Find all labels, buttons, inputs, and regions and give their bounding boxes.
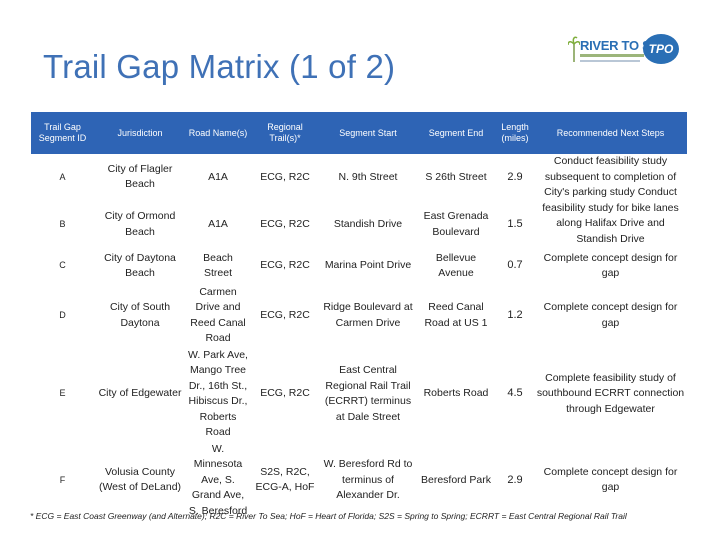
start-cell: Marina Point Drive xyxy=(320,248,416,285)
length-cell: 1.2 xyxy=(496,284,534,348)
logo-badge: TPO xyxy=(643,34,679,64)
trails-cell: ECG, R2C xyxy=(250,154,320,202)
road-cell: Carmen Drive and Reed Canal Road xyxy=(186,284,250,348)
table-row: C City of Daytona Beach Beach Street ECG… xyxy=(31,248,687,285)
length-cell: 2.9 xyxy=(496,154,534,202)
logo-tagline-bar xyxy=(580,60,640,62)
start-cell: N. 9th Street xyxy=(320,154,416,202)
length-cell: 4.5 xyxy=(496,347,534,442)
next-steps-cell: Complete concept design for gap xyxy=(534,441,687,520)
jurisdiction-cell: City of Ormond Beach xyxy=(94,201,186,249)
palm-tree-icon xyxy=(568,36,580,62)
start-cell: East Central Regional Rail Trail (ECRRT)… xyxy=(320,347,416,442)
road-cell: A1A xyxy=(186,201,250,249)
length-cell: 0.7 xyxy=(496,248,534,285)
table-row: A City of Flagler Beach A1A ECG, R2C N. … xyxy=(31,154,687,249)
length-cell: 2.9 xyxy=(496,441,534,520)
next-steps-cell: Complete feasibility study of southbound… xyxy=(534,347,687,442)
start-cell: W. Beresford Rd to terminus of Alexander… xyxy=(320,441,416,520)
header-segment-start: Segment Start xyxy=(320,112,416,154)
segment-id: D xyxy=(31,284,94,348)
end-cell: East Grenada Boulevard xyxy=(416,201,496,249)
header-segment-id: Trail Gap Segment ID xyxy=(31,112,94,154)
segment-id: F xyxy=(31,441,94,520)
table-row: F Volusia County (West of DeLand) W. Min… xyxy=(31,441,687,520)
segment-id: A xyxy=(31,154,94,202)
next-steps-cell: Complete concept design for gap xyxy=(534,248,687,285)
header-jurisdiction: Jurisdiction xyxy=(94,112,186,154)
end-cell: Bellevue Avenue xyxy=(416,248,496,285)
road-cell: W. Minnesota Ave, S. Grand Ave, S. Beres… xyxy=(186,441,250,520)
header-next-steps: Recommended Next Steps xyxy=(534,112,687,154)
page-title: Trail Gap Matrix (1 of 2) xyxy=(43,48,396,85)
jurisdiction-cell: City of Edgewater xyxy=(94,347,186,442)
river-to-sea-tpo-logo: RIVER TO SEA TPO xyxy=(566,34,686,78)
road-cell: A1A xyxy=(186,154,250,202)
jurisdiction-cell: City of South Daytona xyxy=(94,284,186,348)
header-segment-end: Segment End xyxy=(416,112,496,154)
table-row: B City of Ormond Beach A1A ECG, R2C Stan… xyxy=(31,201,687,249)
next-steps-cell: Complete concept design for gap xyxy=(534,284,687,348)
start-cell: Standish Drive xyxy=(320,201,416,249)
segment-id: C xyxy=(31,248,94,285)
end-cell: Roberts Road xyxy=(416,347,496,442)
next-steps-cell: Conduct feasibility study subsequent to … xyxy=(534,154,687,249)
road-cell: Beach Street xyxy=(186,248,250,285)
segment-id: E xyxy=(31,347,94,442)
jurisdiction-cell: Volusia County (West of DeLand) xyxy=(94,441,186,520)
end-cell: Beresford Park xyxy=(416,441,496,520)
trails-cell: ECG, R2C xyxy=(250,201,320,249)
trails-cell: ECG, R2C xyxy=(250,248,320,285)
road-cell: W. Park Ave, Mango Tree Dr., 16th St., H… xyxy=(186,347,250,442)
table-row: E City of Edgewater W. Park Ave, Mango T… xyxy=(31,347,687,442)
end-cell: S 26th Street xyxy=(416,154,496,202)
segment-id: B xyxy=(31,201,94,249)
table-header-row: Trail Gap Segment ID Jurisdiction Road N… xyxy=(31,112,687,154)
footnote: * ECG = East Coast Greenway (and Alterna… xyxy=(30,511,627,521)
length-cell: 1.5 xyxy=(496,201,534,249)
start-cell: Ridge Boulevard at Carmen Drive xyxy=(320,284,416,348)
header-length: Length (miles) xyxy=(496,112,534,154)
jurisdiction-cell: City of Daytona Beach xyxy=(94,248,186,285)
trails-cell: S2S, R2C, ECG-A, HoF xyxy=(250,441,320,520)
logo-underline xyxy=(580,54,644,57)
trails-cell: ECG, R2C xyxy=(250,284,320,348)
trails-cell: ECG, R2C xyxy=(250,347,320,442)
end-cell: Reed Canal Road at US 1 xyxy=(416,284,496,348)
jurisdiction-cell: City of Flagler Beach xyxy=(94,154,186,202)
table-row: D City of South Daytona Carmen Drive and… xyxy=(31,284,687,348)
header-road-names: Road Name(s) xyxy=(186,112,250,154)
trail-gap-table: Trail Gap Segment ID Jurisdiction Road N… xyxy=(31,112,687,520)
header-regional-trails: Regional Trail(s)* xyxy=(250,112,320,154)
